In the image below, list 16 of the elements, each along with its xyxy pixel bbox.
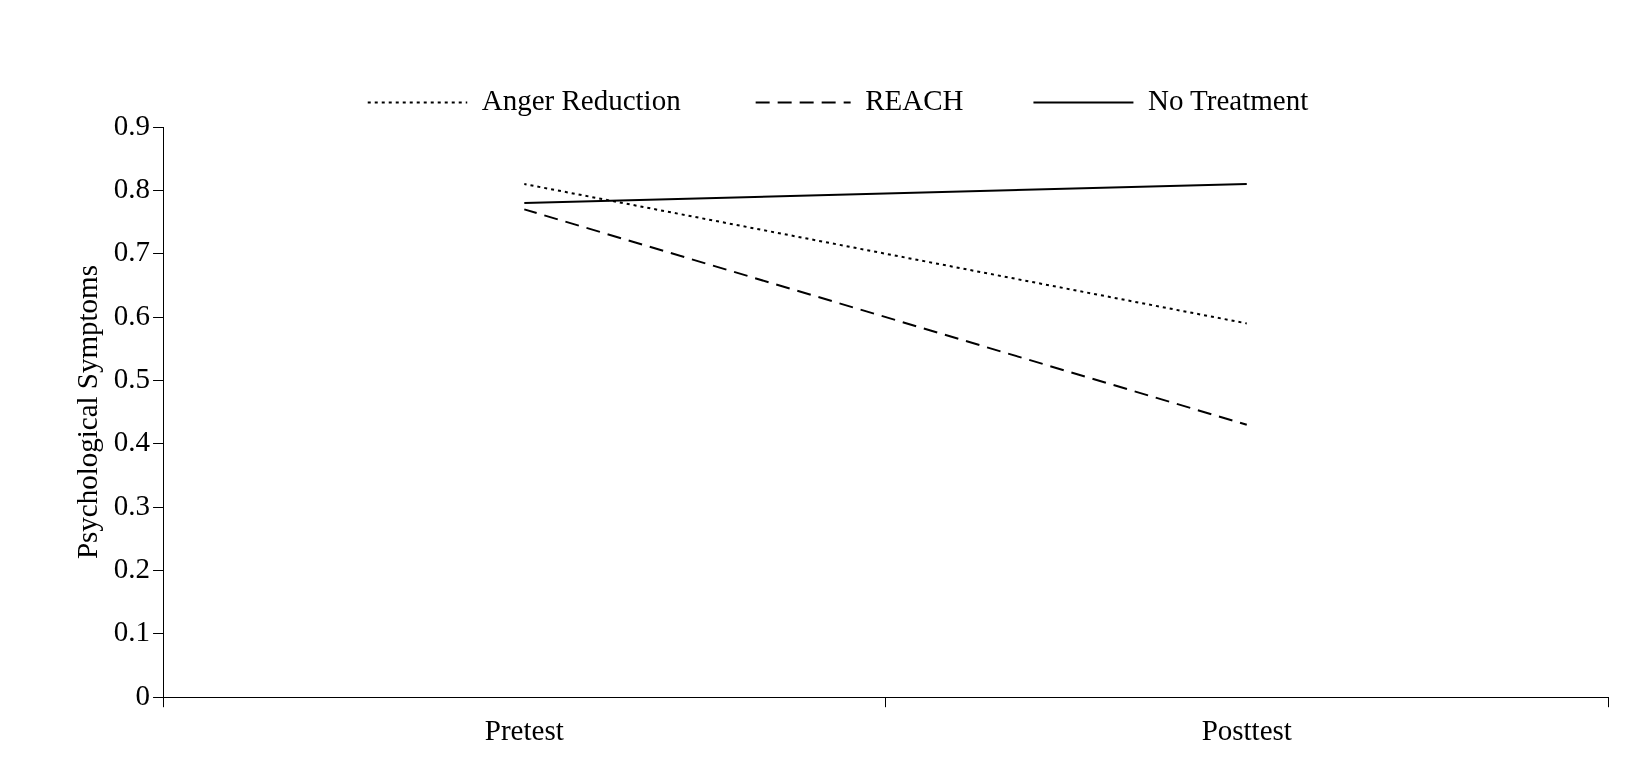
y-tick-label: 0.2 — [113, 552, 151, 585]
y-tick-label: 0.6 — [113, 298, 151, 331]
y-tick-label: 0.1 — [113, 615, 151, 648]
legend-label: No Treatment — [1147, 84, 1309, 117]
legend-label: Anger Reduction — [481, 84, 682, 117]
y-tick-label: 0.5 — [113, 362, 151, 395]
legend-label: REACH — [865, 84, 964, 117]
y-axis-title: Psychological Symptoms — [71, 265, 104, 560]
y-tick-label: 0.8 — [113, 171, 151, 204]
y-tick-label: 0.3 — [113, 488, 151, 521]
y-tick-label: 0.4 — [113, 425, 151, 458]
y-tick-label: 0.7 — [113, 235, 151, 268]
x-tick-label: Pretest — [484, 714, 564, 747]
x-tick-label: Posttest — [1201, 714, 1292, 747]
y-tick-label: 0 — [135, 678, 151, 711]
y-tick-label: 0.9 — [113, 108, 151, 141]
